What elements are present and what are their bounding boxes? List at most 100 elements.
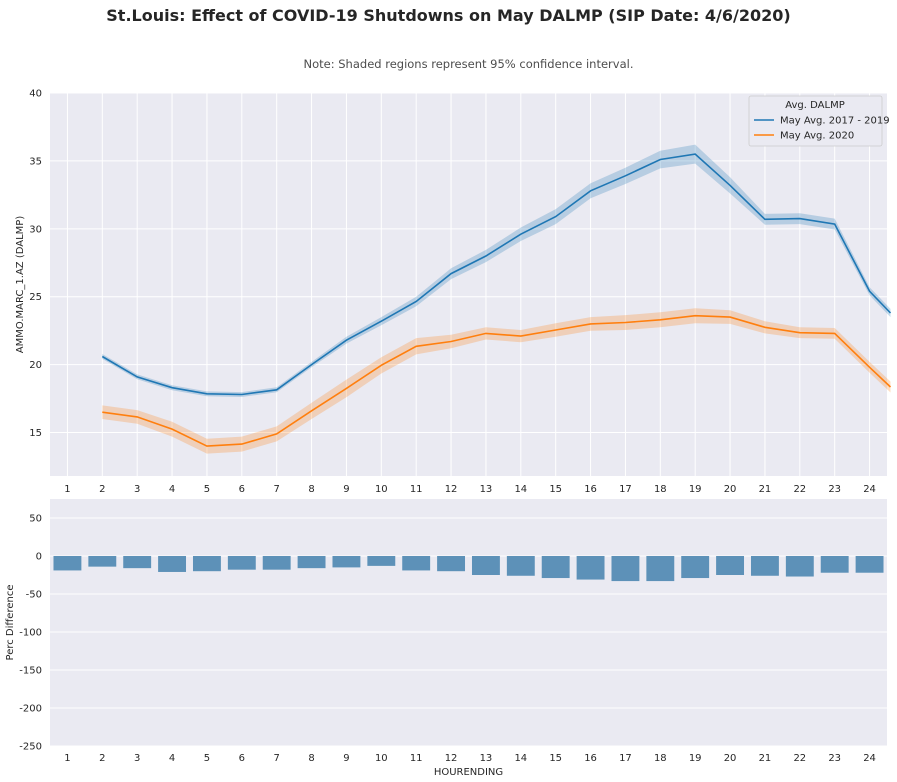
x-tick-label: 12 bbox=[445, 753, 458, 764]
x-tick-label: 2 bbox=[99, 484, 105, 495]
line-chart-plot-area bbox=[50, 93, 887, 476]
x-tick-label: 9 bbox=[343, 484, 349, 495]
bar bbox=[367, 556, 396, 566]
x-tick-label: 23 bbox=[828, 484, 841, 495]
x-tick-label: 17 bbox=[619, 753, 632, 764]
legend-box bbox=[748, 95, 883, 147]
x-tick-label: 4 bbox=[169, 484, 175, 495]
x-tick-label: 16 bbox=[584, 484, 597, 495]
y-tick-label: 50 bbox=[29, 514, 42, 525]
x-tick-label: 18 bbox=[654, 753, 667, 764]
x-tick-label: 3 bbox=[134, 484, 140, 495]
x-tick-label: 5 bbox=[204, 484, 210, 495]
x-tick-label: 21 bbox=[759, 484, 772, 495]
x-tick-label: 11 bbox=[410, 484, 423, 495]
y-tick-label: 20 bbox=[29, 360, 42, 371]
x-tick-label: 12 bbox=[445, 484, 458, 495]
x-tick-label: 14 bbox=[514, 484, 527, 495]
bars bbox=[53, 556, 884, 582]
x-tick-label: 10 bbox=[375, 484, 388, 495]
x-tick-label: 19 bbox=[689, 753, 702, 764]
x-tick-label: 15 bbox=[549, 484, 562, 495]
x-tick-label: 13 bbox=[480, 484, 493, 495]
x-tick-label: 22 bbox=[793, 484, 806, 495]
bar bbox=[227, 556, 256, 570]
x-tick-label: 21 bbox=[759, 753, 772, 764]
legend-title: Avg. DALMP bbox=[785, 100, 844, 111]
x-tick-label: 11 bbox=[410, 753, 423, 764]
confidence-bands bbox=[102, 144, 891, 454]
x-tick-label: 9 bbox=[343, 753, 349, 764]
line-chart-y-ticks: 15 20 25 30 35 40 bbox=[29, 89, 42, 440]
line-chart-y-axis-label: AMMO.MARC_1.AZ (DALMP) bbox=[15, 216, 26, 354]
bar bbox=[53, 556, 82, 571]
x-tick-label: 23 bbox=[828, 753, 841, 764]
series-line-2 bbox=[102, 314, 892, 447]
bar bbox=[716, 556, 745, 575]
bar bbox=[576, 556, 605, 580]
bar-chart-y-ticks: 50 0 -50 -100 -150 -200 -250 bbox=[19, 514, 42, 753]
y-tick-label: 25 bbox=[29, 292, 42, 303]
y-tick-label: 0 bbox=[36, 552, 42, 563]
y-tick-label: -250 bbox=[19, 742, 42, 753]
bar bbox=[471, 556, 500, 575]
y-tick-label: -200 bbox=[19, 704, 42, 715]
bar bbox=[262, 556, 291, 570]
series-line-1 bbox=[101, 153, 892, 396]
bar bbox=[785, 556, 814, 577]
bar bbox=[646, 556, 675, 582]
bar bbox=[123, 556, 152, 569]
legend-label-series-1: May Avg. 2017 - 2019 bbox=[780, 116, 890, 127]
bar bbox=[402, 556, 431, 571]
bar bbox=[297, 556, 326, 569]
bar bbox=[192, 556, 221, 572]
x-tick-label: 13 bbox=[480, 753, 493, 764]
x-tick-label: 2 bbox=[99, 753, 105, 764]
bar-chart: 500-50-100-150-200-250 1 2 3 4 5 6 7 8 9 10 11 12 13… bbox=[5, 499, 887, 778]
bar bbox=[541, 556, 570, 579]
x-tick-label: 4 bbox=[169, 753, 175, 764]
y-tick-label: 40 bbox=[29, 89, 42, 100]
x-tick-label: 22 bbox=[793, 753, 806, 764]
x-tick-label: 20 bbox=[724, 484, 737, 495]
x-tick-label: 14 bbox=[514, 753, 527, 764]
x-tick-label: 8 bbox=[308, 484, 314, 495]
bar bbox=[332, 556, 361, 568]
x-tick-label: 6 bbox=[239, 753, 245, 764]
x-tick-label: 8 bbox=[308, 753, 314, 764]
x-tick-label: 5 bbox=[204, 753, 210, 764]
y-tick-label: -100 bbox=[19, 628, 42, 639]
bar bbox=[855, 556, 884, 573]
bar bbox=[681, 556, 710, 579]
confidence-band-series-2 bbox=[102, 308, 891, 454]
bar bbox=[88, 556, 117, 567]
bar bbox=[820, 556, 849, 573]
x-tick-label: 3 bbox=[134, 753, 140, 764]
bar-chart-x-ticks: 1 2 3 4 5 6 7 8 9 10 11 12 13 14 15 16 17 18 19 20 21 22 23 24 bbox=[64, 753, 876, 764]
bar-chart-gridlines bbox=[50, 517, 887, 747]
y-tick-label: 35 bbox=[29, 156, 42, 167]
x-tick-label: 7 bbox=[274, 484, 280, 495]
line-chart-x-ticks: 1 2 3 4 5 6 7 8 9 10 11 12 13 14 15 16 17 18 19 20 21 22 23 24 bbox=[64, 484, 876, 495]
bar bbox=[611, 556, 640, 582]
bar bbox=[750, 556, 779, 576]
bar-chart-plot-area bbox=[50, 499, 887, 746]
bar bbox=[158, 556, 187, 572]
x-tick-label: 15 bbox=[549, 753, 562, 764]
y-tick-label: -50 bbox=[26, 590, 42, 601]
bar bbox=[506, 556, 535, 576]
bar-chart-y-axis-label: Perc Difference bbox=[5, 585, 16, 661]
x-tick-label: 6 bbox=[239, 484, 245, 495]
legend-label-series-2: May Avg. 2020 bbox=[780, 131, 854, 142]
x-tick-label: 24 bbox=[863, 753, 876, 764]
x-tick-label: 20 bbox=[724, 753, 737, 764]
bar-chart-x-axis-label: HOURENDING bbox=[434, 767, 503, 778]
series-lines bbox=[101, 153, 892, 447]
chart-title: St.Louis: Effect of COVID-19 Shutdowns o… bbox=[106, 6, 791, 25]
x-tick-label: 1 bbox=[64, 753, 70, 764]
x-tick-label: 19 bbox=[689, 484, 702, 495]
x-tick-label: 10 bbox=[375, 753, 388, 764]
x-tick-label: 16 bbox=[584, 753, 597, 764]
